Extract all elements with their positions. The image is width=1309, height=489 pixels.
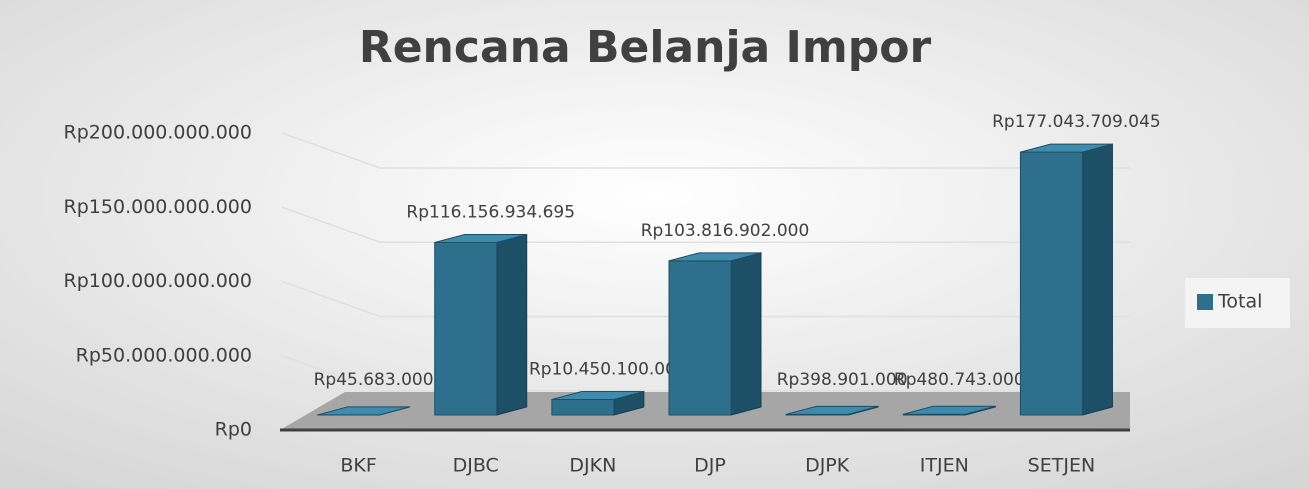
grid-line — [281, 355, 1130, 392]
x-tick-label: DJPK — [805, 455, 850, 477]
data-label: Rp103.816.902.000 — [641, 221, 810, 241]
bar-top — [1020, 143, 1113, 153]
grid-line — [281, 280, 1130, 318]
x-tick-label: DJP — [694, 455, 726, 477]
bar — [434, 242, 498, 416]
bar-top — [903, 405, 996, 415]
bar-side — [496, 233, 528, 416]
x-tick-label: BKF — [340, 455, 376, 477]
bar-top — [317, 406, 410, 416]
x-tick-label: DJKN — [569, 455, 616, 477]
data-label: Rp480.743.000 — [894, 370, 1025, 390]
bar-side — [1081, 143, 1113, 416]
data-label: Rp177.043.709.045 — [992, 112, 1161, 132]
bar — [1019, 151, 1083, 416]
bar — [551, 398, 615, 416]
y-tick-label: Rp50.000.000.000 — [76, 344, 252, 366]
bar-top — [551, 390, 644, 400]
y-tick-label: Rp100.000.000.000 — [64, 270, 252, 292]
bar-top — [434, 234, 527, 244]
legend-label: Total — [1217, 291, 1262, 313]
data-label: Rp116.156.934.695 — [406, 203, 575, 223]
bar-top — [668, 252, 762, 262]
grid-line — [281, 206, 1130, 243]
x-tick-label: ITJEN — [920, 455, 969, 477]
bar-side — [730, 252, 762, 416]
y-tick-label: Rp0 — [215, 419, 252, 441]
y-tick-label: Rp200.000.000.000 — [64, 122, 252, 144]
legend-swatch — [1197, 294, 1213, 310]
data-label: Rp45.683.000 — [314, 370, 434, 390]
chart-title: Rencana Belanja Impor — [359, 22, 932, 73]
bar-top — [786, 405, 879, 415]
y-tick-label: Rp150.000.000.000 — [64, 196, 252, 218]
data-label: Rp10.450.100.000 — [529, 359, 687, 379]
data-label: Rp398.901.000 — [777, 370, 908, 390]
bar — [668, 260, 732, 416]
x-tick-label: DJBC — [453, 455, 499, 477]
x-tick-label: SETJEN — [1028, 455, 1096, 477]
grid-line — [281, 132, 1130, 169]
